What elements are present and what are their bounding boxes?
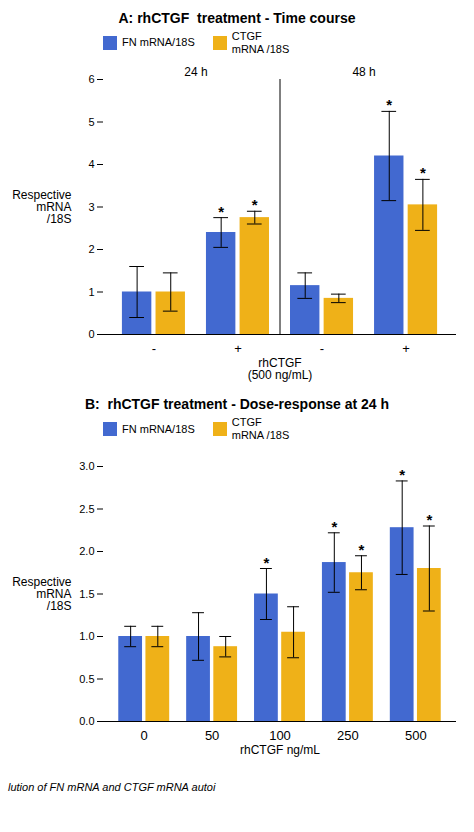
html-text:FN mRNA/18S: FN mRNA/18S — [122, 36, 195, 49]
svg-text:1: 1 — [88, 286, 94, 298]
svg-text:100: 100 — [269, 727, 291, 742]
html-text:CTGF mRNA /18S: CTGF mRNA /18S — [231, 416, 290, 441]
svg-text:rhCTGF ng/mL: rhCTGF ng/mL — [240, 743, 320, 757]
svg-text:1.0: 1.0 — [79, 630, 94, 642]
svg-text:*: * — [218, 203, 224, 220]
svg-text:0.5: 0.5 — [79, 672, 94, 684]
svg-text:0: 0 — [141, 727, 148, 742]
svg-text:500: 500 — [405, 727, 427, 742]
svg-text:2.0: 2.0 — [79, 545, 94, 557]
svg-text:1.5: 1.5 — [79, 587, 94, 599]
svg-text:0: 0 — [88, 328, 94, 340]
svg-text:*: * — [399, 466, 405, 483]
svg-text:RespectivemRNA/18S: RespectivemRNA/18S — [12, 574, 72, 612]
svg-text:rhCTGF(500 ng/mL): rhCTGF(500 ng/mL) — [248, 356, 313, 382]
html-text:A: rhCTGF treatment - Time cou: A: rhCTGF treatment - Time course — [118, 10, 356, 26]
html-text:B: rhCTGF treatment - Dose-res: B: rhCTGF treatment - Dose-response at 2… — [84, 396, 390, 413]
svg-text:2.5: 2.5 — [79, 502, 94, 514]
svg-text:-: - — [152, 341, 156, 356]
svg-text:*: * — [264, 553, 270, 570]
svg-text:*: * — [252, 197, 258, 214]
svg-text:*: * — [331, 517, 337, 534]
svg-text:250: 250 — [337, 727, 359, 742]
svg-text:*: * — [386, 97, 392, 114]
svg-text:RespectivemRNA/18S: RespectivemRNA/18S — [12, 188, 72, 226]
svg-text:0.0: 0.0 — [79, 715, 94, 727]
svg-text:*: * — [359, 540, 365, 557]
svg-text:48 h: 48 h — [352, 65, 375, 79]
svg-text:-: - — [320, 341, 324, 356]
svg-text:3.0: 3.0 — [79, 460, 94, 472]
svg-text:3: 3 — [88, 201, 94, 213]
svg-text:*: * — [420, 165, 426, 182]
svg-text:24 h: 24 h — [184, 65, 207, 79]
html-text:lution of FN mRNA and CTGF mRN: lution of FN mRNA and CTGF mRNA autoi — [8, 780, 216, 793]
html-text:CTGF mRNA /18S: CTGF mRNA /18S — [231, 30, 290, 55]
svg-text:6: 6 — [88, 73, 94, 85]
svg-text:+: + — [234, 341, 242, 356]
svg-text:+: + — [402, 341, 410, 356]
svg-text:2: 2 — [88, 243, 94, 255]
svg-text:5: 5 — [88, 116, 94, 128]
svg-text:*: * — [426, 511, 432, 528]
html-text:FN mRNA/18S: FN mRNA/18S — [122, 422, 195, 435]
svg-text:4: 4 — [88, 158, 94, 170]
svg-text:50: 50 — [205, 727, 219, 742]
